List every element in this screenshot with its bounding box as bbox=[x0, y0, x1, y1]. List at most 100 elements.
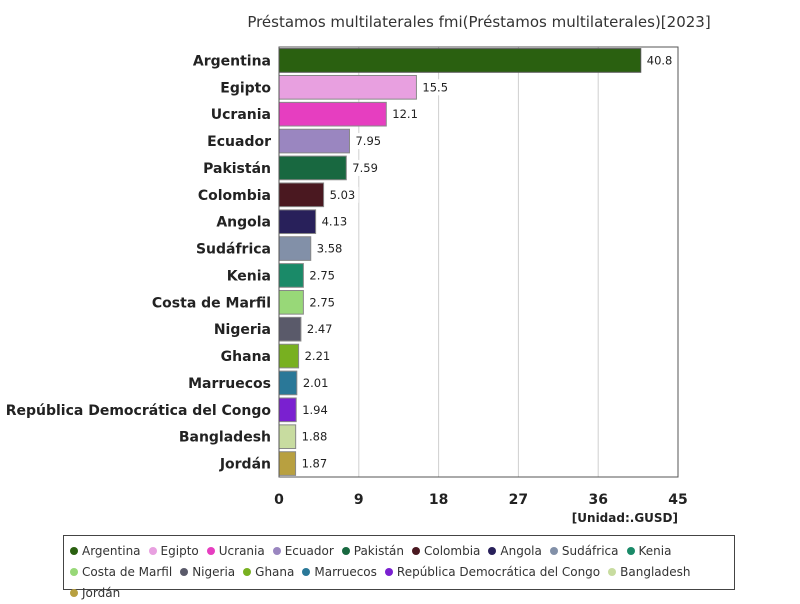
legend-swatch bbox=[70, 568, 78, 576]
x-tick-label: 45 bbox=[668, 492, 687, 508]
legend-label: Jordán bbox=[82, 586, 121, 600]
legend-swatch bbox=[384, 568, 393, 576]
category-label: Jordán bbox=[219, 457, 271, 473]
value-label: 2.21 bbox=[305, 349, 331, 363]
legend-swatch bbox=[70, 589, 78, 597]
bar bbox=[278, 128, 350, 154]
category-label: Nigeria bbox=[214, 322, 271, 338]
chart-title: Préstamos multilaterales fmi(Préstamos m… bbox=[247, 13, 710, 31]
value-label: 2.75 bbox=[309, 268, 335, 282]
value-label-bg bbox=[313, 240, 346, 257]
legend-label: Pakistán bbox=[353, 544, 404, 558]
legend-item: Nigeria bbox=[180, 562, 235, 583]
legend-item: Bangladesh bbox=[608, 562, 691, 583]
legend-label: Egipto bbox=[160, 544, 199, 558]
x-tick-label: 27 bbox=[509, 492, 528, 508]
legend-swatch bbox=[206, 547, 215, 555]
legend-label: Ucrania bbox=[218, 544, 265, 558]
unit-label: [Unidad:.GUSD] bbox=[572, 511, 678, 525]
legend-swatch bbox=[412, 547, 420, 555]
category-label: Angola bbox=[216, 215, 271, 231]
bar bbox=[278, 155, 347, 181]
legend-label: Argentina bbox=[82, 544, 141, 558]
value-label-bg bbox=[301, 348, 334, 365]
value-label-bg bbox=[303, 321, 336, 338]
value-label: 40.8 bbox=[647, 53, 673, 67]
bar bbox=[278, 182, 325, 208]
bar bbox=[278, 397, 297, 423]
legend-item: Angola bbox=[488, 541, 542, 562]
x-tick-label: 36 bbox=[588, 492, 607, 508]
category-label: Marruecos bbox=[188, 376, 271, 392]
value-label: 4.13 bbox=[322, 215, 348, 229]
value-label: 5.03 bbox=[330, 188, 356, 202]
legend-label: Colombia bbox=[424, 544, 481, 558]
value-label: 1.87 bbox=[302, 457, 328, 471]
value-label-bg bbox=[298, 455, 331, 472]
legend-item: Sudáfrica bbox=[549, 541, 619, 562]
category-label: Ghana bbox=[221, 349, 271, 365]
legend-label: República Democrática del Congo bbox=[396, 565, 601, 579]
legend-item: Argentina bbox=[70, 541, 141, 562]
legend-label: Kenia bbox=[638, 544, 672, 558]
category-label: Ucrania bbox=[211, 107, 271, 123]
category-label: Argentina bbox=[193, 53, 271, 69]
value-label-bg bbox=[349, 159, 382, 176]
x-tick-label: 18 bbox=[429, 492, 448, 508]
legend-item: Pakistán bbox=[341, 541, 404, 562]
bar bbox=[278, 316, 302, 342]
legend-swatch bbox=[341, 547, 350, 555]
legend-item: Ecuador bbox=[272, 541, 334, 562]
value-label-bg bbox=[389, 106, 422, 123]
legend-label: Bangladesh bbox=[620, 565, 691, 579]
value-label-bg bbox=[643, 52, 676, 69]
bars bbox=[278, 48, 642, 476]
legend-item: Ghana bbox=[243, 562, 294, 583]
bar bbox=[278, 263, 304, 288]
x-tick-label: 9 bbox=[354, 492, 364, 508]
legend-label: Ghana bbox=[255, 565, 295, 579]
legend-label: Nigeria bbox=[192, 565, 236, 579]
value-label: 15.5 bbox=[422, 80, 448, 94]
chart: Préstamos multilaterales fmi(Préstamos m… bbox=[6, 13, 711, 525]
bar bbox=[278, 343, 300, 369]
x-tick-label: 0 bbox=[274, 492, 284, 508]
category-label: República Democrática del Congo bbox=[6, 403, 272, 419]
value-label-bg bbox=[298, 428, 331, 445]
legend-swatch bbox=[626, 547, 635, 555]
legend-swatch bbox=[70, 547, 78, 555]
legend-swatch bbox=[302, 568, 311, 576]
category-label: Bangladesh bbox=[179, 430, 271, 446]
plot-frame bbox=[278, 46, 679, 478]
category-label: Pakistán bbox=[203, 161, 271, 177]
value-label: 12.1 bbox=[392, 107, 418, 121]
value-label: 2.75 bbox=[309, 295, 335, 309]
legend: Argentina Egipto Ucrania Ecuador Pakistán Col… bbox=[63, 535, 735, 600]
category-label: Kenia bbox=[227, 268, 271, 284]
legend-item: Egipto bbox=[148, 541, 199, 562]
bar bbox=[278, 451, 297, 476]
value-label: 2.01 bbox=[303, 376, 329, 390]
category-label: Costa de Marfil bbox=[152, 295, 271, 311]
value-label: 1.94 bbox=[302, 403, 328, 417]
legend-label: Costa de Marfil bbox=[82, 565, 173, 579]
bar bbox=[278, 74, 417, 100]
value-labels: 40.8 15.5 12.1 7.95 7.59 5.03 4.13 3.58 2.75 2.75… bbox=[298, 52, 676, 472]
bar bbox=[278, 370, 298, 396]
legend-item: Costa de Marfil bbox=[70, 562, 172, 583]
category-label: Sudáfrica bbox=[196, 242, 271, 258]
value-label: 3.58 bbox=[317, 242, 343, 256]
legend-item: Marruecos bbox=[302, 562, 377, 583]
value-label-bg bbox=[306, 294, 339, 311]
value-label-bg bbox=[318, 213, 351, 230]
legend-swatch bbox=[180, 568, 189, 576]
category-labels: Argentina Egipto Ucrania Ecuador Pakistán Col… bbox=[6, 53, 272, 472]
legend-label: Ecuador bbox=[284, 544, 334, 558]
value-label: 2.47 bbox=[307, 322, 333, 336]
value-label-bg bbox=[352, 133, 385, 150]
legend-swatch bbox=[243, 568, 252, 576]
legend-item: República Democrática del Congo bbox=[384, 562, 601, 583]
value-label-bg bbox=[299, 374, 332, 391]
legend-swatch bbox=[488, 547, 497, 555]
value-label: 1.88 bbox=[302, 430, 328, 444]
